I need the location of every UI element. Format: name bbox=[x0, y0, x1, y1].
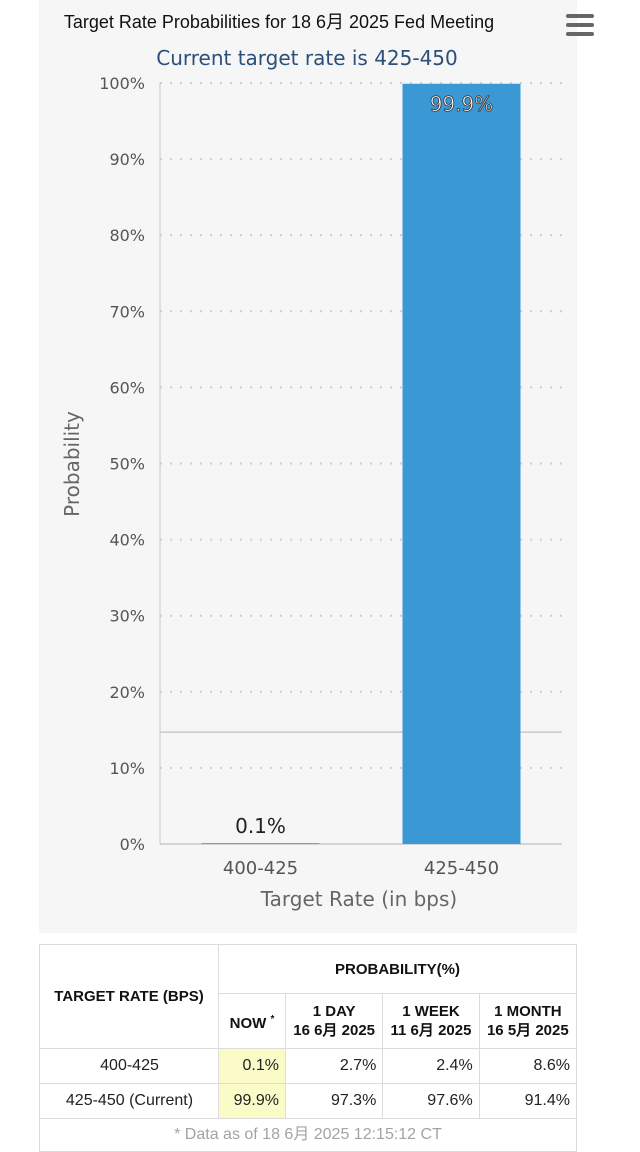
y-tick-label: 20% bbox=[109, 683, 145, 702]
one-day-cell: 2.7% bbox=[284, 1048, 384, 1084]
probability-table: TARGET RATE (BPS) PROBABILITY(%) NOW * 1… bbox=[39, 944, 578, 1119]
chart-subtitle: Current target rate is 425-450 bbox=[156, 46, 458, 70]
one-day-column-header: 1 DAY 16 6月 2025 bbox=[284, 993, 384, 1049]
y-tick-label: 30% bbox=[109, 607, 145, 626]
data-timestamp-footnote: * Data as of 18 6月 2025 12:15:12 CT bbox=[39, 1119, 577, 1152]
one-month-column-header: 1 MONTH 16 5月 2025 bbox=[478, 993, 578, 1049]
one-week-cell: 2.4% bbox=[382, 1048, 480, 1084]
now-value-cell: 99.9% bbox=[218, 1083, 286, 1119]
one-week-column-header: 1 WEEK 11 6月 2025 bbox=[382, 993, 480, 1049]
chart-title: Target Rate Probabilities for 18 6月 2025… bbox=[64, 12, 494, 32]
x-axis-label: Target Rate (in bps) bbox=[260, 887, 457, 911]
x-tick-label: 425-450 bbox=[424, 858, 499, 879]
one-month-cell: 8.6% bbox=[478, 1048, 578, 1084]
bar bbox=[201, 843, 320, 844]
rate-column-header: TARGET RATE (BPS) bbox=[39, 944, 219, 1049]
y-tick-label: 90% bbox=[109, 150, 145, 169]
y-tick-label: 60% bbox=[109, 378, 145, 397]
table-row: 425-450 (Current) 99.9% 97.3% 97.6% 91.4… bbox=[39, 1083, 578, 1119]
table-row: 400-425 0.1% 2.7% 2.4% 8.6% bbox=[39, 1048, 578, 1084]
bar bbox=[402, 83, 521, 845]
now-value-cell: 0.1% bbox=[218, 1048, 286, 1084]
probability-header: PROBABILITY(%) bbox=[218, 944, 577, 994]
data-label: 0.1% bbox=[235, 814, 286, 838]
one-week-cell: 97.6% bbox=[382, 1083, 480, 1119]
y-tick-label: 80% bbox=[109, 226, 145, 245]
y-axis-label: Probability bbox=[60, 411, 84, 517]
y-tick-label: 40% bbox=[109, 531, 145, 550]
y-tick-label: 100% bbox=[99, 74, 145, 93]
y-tick-label: 10% bbox=[109, 759, 145, 778]
one-month-cell: 91.4% bbox=[478, 1083, 578, 1119]
now-column-header: NOW * bbox=[218, 993, 286, 1049]
rate-cell: 425-450 (Current) bbox=[39, 1083, 219, 1119]
y-tick-label: 0% bbox=[120, 835, 145, 854]
y-tick-label: 70% bbox=[109, 302, 145, 321]
chart-panel: Target Rate Probabilities for 18 6月 2025… bbox=[39, 0, 594, 933]
hamburger-menu-icon[interactable] bbox=[566, 14, 594, 38]
probability-table-section: TARGET RATE (BPS) PROBABILITY(%) NOW * 1… bbox=[39, 944, 578, 1152]
rate-cell: 400-425 bbox=[39, 1048, 219, 1084]
y-tick-label: 50% bbox=[109, 455, 145, 474]
data-label: 99.9% bbox=[430, 92, 494, 116]
x-tick-label: 400-425 bbox=[223, 858, 298, 879]
one-day-cell: 97.3% bbox=[284, 1083, 384, 1119]
bar-chart: Target Rate Probabilities for 18 6月 2025… bbox=[60, 12, 562, 911]
